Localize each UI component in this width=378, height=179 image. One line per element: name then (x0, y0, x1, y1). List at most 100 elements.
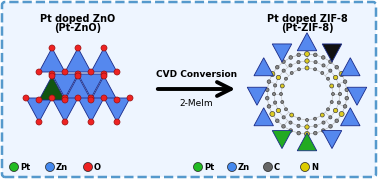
Circle shape (329, 116, 332, 119)
Polygon shape (272, 44, 292, 62)
Circle shape (335, 119, 339, 123)
Circle shape (301, 163, 310, 171)
Circle shape (265, 88, 269, 92)
Polygon shape (322, 44, 342, 62)
Circle shape (321, 129, 325, 132)
Circle shape (114, 69, 120, 75)
Circle shape (45, 163, 54, 171)
Text: (Pt-ZIF-8): (Pt-ZIF-8) (281, 23, 333, 33)
Circle shape (114, 97, 120, 103)
Circle shape (305, 125, 309, 129)
Circle shape (305, 118, 308, 122)
Circle shape (265, 96, 269, 100)
Circle shape (101, 95, 107, 101)
Text: Pt doped ZIF-8: Pt doped ZIF-8 (266, 14, 347, 24)
Circle shape (313, 117, 316, 120)
Circle shape (345, 88, 349, 92)
Circle shape (9, 163, 19, 171)
Circle shape (280, 84, 284, 88)
Circle shape (62, 69, 68, 75)
Circle shape (333, 108, 338, 113)
Circle shape (297, 124, 300, 127)
Circle shape (305, 52, 310, 57)
Circle shape (49, 71, 55, 77)
Circle shape (263, 163, 273, 171)
Circle shape (337, 84, 341, 87)
Circle shape (321, 71, 324, 74)
Circle shape (274, 84, 277, 87)
Circle shape (23, 95, 29, 101)
Circle shape (327, 108, 330, 111)
Circle shape (332, 93, 335, 96)
Polygon shape (52, 98, 78, 122)
Polygon shape (39, 48, 65, 72)
Circle shape (101, 71, 107, 77)
Circle shape (276, 119, 279, 123)
Circle shape (62, 97, 68, 103)
Circle shape (329, 125, 332, 128)
Circle shape (297, 53, 301, 57)
Polygon shape (347, 87, 367, 105)
Polygon shape (297, 33, 317, 51)
Circle shape (36, 119, 42, 125)
Circle shape (297, 68, 301, 71)
Text: CVD Conversion: CVD Conversion (156, 70, 237, 79)
Circle shape (36, 69, 42, 75)
Text: Pt: Pt (20, 163, 30, 171)
Polygon shape (272, 130, 292, 149)
Circle shape (228, 163, 237, 171)
Circle shape (339, 112, 344, 117)
Circle shape (327, 77, 330, 80)
Polygon shape (78, 98, 104, 122)
Circle shape (321, 56, 325, 59)
Text: Zn: Zn (56, 163, 68, 171)
Circle shape (290, 71, 293, 74)
Circle shape (329, 69, 332, 72)
Circle shape (314, 124, 317, 127)
Text: C: C (274, 163, 280, 171)
Circle shape (305, 132, 310, 137)
Circle shape (62, 95, 68, 101)
Circle shape (101, 45, 107, 51)
Polygon shape (65, 48, 91, 72)
Circle shape (282, 125, 285, 128)
Circle shape (285, 77, 287, 80)
Circle shape (329, 60, 332, 63)
Circle shape (88, 69, 94, 75)
Circle shape (322, 64, 325, 67)
Circle shape (279, 93, 282, 96)
Text: Zn: Zn (238, 163, 250, 171)
Circle shape (49, 95, 55, 101)
Circle shape (276, 108, 280, 113)
Circle shape (339, 71, 344, 76)
Circle shape (88, 97, 94, 103)
Polygon shape (297, 133, 317, 151)
Text: 2-MeIm: 2-MeIm (180, 99, 213, 108)
Circle shape (75, 71, 81, 77)
Polygon shape (65, 76, 91, 100)
Circle shape (297, 117, 301, 120)
Circle shape (289, 129, 293, 132)
Circle shape (84, 163, 93, 171)
Circle shape (282, 116, 285, 119)
Circle shape (49, 45, 55, 51)
Circle shape (322, 121, 325, 124)
Circle shape (305, 66, 309, 70)
Circle shape (194, 163, 203, 171)
Circle shape (274, 101, 277, 104)
Circle shape (289, 56, 293, 59)
Circle shape (320, 113, 324, 117)
Text: O: O (94, 163, 101, 171)
Circle shape (333, 75, 338, 80)
Circle shape (49, 73, 55, 79)
Circle shape (335, 66, 339, 69)
Circle shape (313, 68, 316, 71)
Text: N: N (311, 163, 318, 171)
Polygon shape (26, 98, 52, 122)
Circle shape (314, 61, 317, 64)
Polygon shape (91, 76, 117, 100)
Circle shape (267, 80, 271, 83)
Polygon shape (254, 58, 273, 76)
Circle shape (313, 131, 317, 135)
Circle shape (276, 66, 279, 69)
